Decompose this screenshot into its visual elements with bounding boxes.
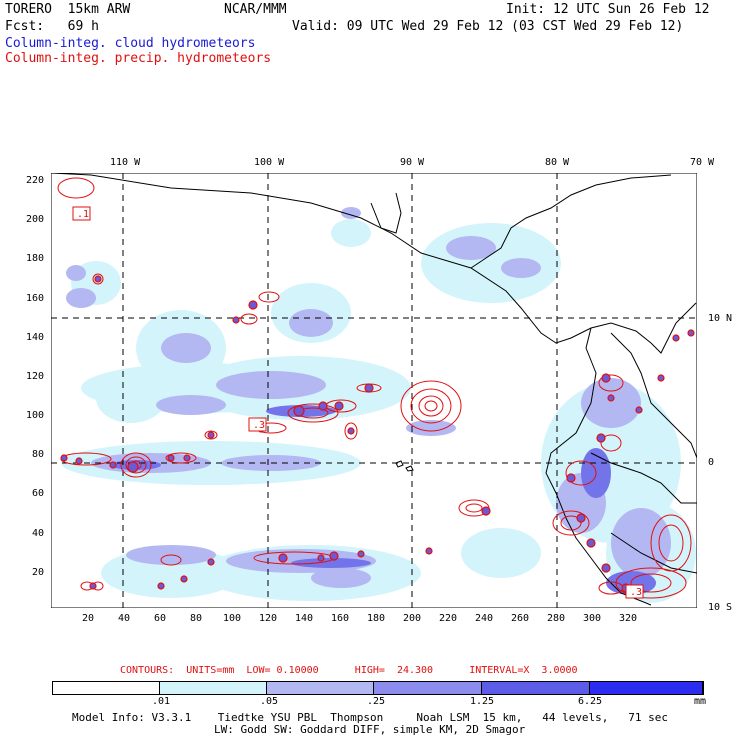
legend-cloud: Column-integ. cloud hydrometeors xyxy=(5,36,256,51)
lat-label: 10 S xyxy=(708,602,733,613)
x-tick-label: 40 xyxy=(118,613,131,624)
contour-label-boxes xyxy=(72,206,644,599)
y-tick-label: 20 xyxy=(32,567,45,578)
precip-cores xyxy=(60,275,695,593)
org-label: NCAR/MMM xyxy=(224,2,287,17)
y-tick-label: 160 xyxy=(26,293,45,304)
colorbar-segment xyxy=(267,682,375,694)
model-info: Model Info: V3.3.1 Tiedtke YSU PBL Thomp… xyxy=(72,711,669,724)
contour-label: .3 xyxy=(253,420,265,431)
lon-label: 70 W xyxy=(690,157,715,168)
valid-time: Valid: 09 UTC Wed 29 Feb 12 (03 CST Wed … xyxy=(292,19,684,34)
lat-label: 10 N xyxy=(708,313,733,324)
x-tick-label: 80 xyxy=(190,613,203,624)
y-tick-label: 180 xyxy=(26,253,45,264)
forecast-map: .1 .3 .3 xyxy=(51,173,697,608)
x-tick-label: 60 xyxy=(154,613,167,624)
x-tick-label: 240 xyxy=(475,613,494,624)
legend-precip: Column-integ. precip. hydrometeors xyxy=(5,51,272,66)
physics-info: LW: Godd SW: Goddard DIFF, simple KM, 2D… xyxy=(214,723,526,736)
x-tick-label: 260 xyxy=(511,613,530,624)
y-tick-label: 220 xyxy=(26,175,45,186)
y-tick-label: 200 xyxy=(26,214,45,225)
x-tick-label: 220 xyxy=(439,613,458,624)
colorbar-label: .01 xyxy=(152,696,171,707)
x-tick-label: 140 xyxy=(295,613,314,624)
y-tick-label: 80 xyxy=(32,449,45,460)
lat-label: 0 xyxy=(708,457,715,468)
forecast-hour: Fcst: 69 h xyxy=(5,19,99,34)
lon-label: 80 W xyxy=(545,157,570,168)
graticule xyxy=(51,173,697,608)
colorbar-unit: mm xyxy=(694,696,707,707)
init-time: Init: 12 UTC Sun 26 Feb 12 xyxy=(506,2,710,17)
x-tick-label: 180 xyxy=(367,613,386,624)
colorbar xyxy=(52,681,704,695)
precip-contours xyxy=(57,177,692,599)
contour-label: .1 xyxy=(77,209,89,220)
x-tick-label: 320 xyxy=(619,613,638,624)
colorbar-segment xyxy=(160,682,268,694)
colorbar-segment xyxy=(482,682,591,694)
contours-info: CONTOURS: UNITS=mm LOW= 0.10000 HIGH= 24… xyxy=(120,665,578,676)
colorbar-label: 6.25 xyxy=(578,696,603,707)
y-tick-label: 100 xyxy=(26,410,45,421)
cloud-shading-light xyxy=(61,219,696,603)
y-tick-label: 40 xyxy=(32,528,45,539)
contour-label: .3 xyxy=(630,587,642,598)
x-tick-label: 280 xyxy=(547,613,566,624)
x-tick-label: 300 xyxy=(583,613,602,624)
y-tick-label: 120 xyxy=(26,371,45,382)
coastlines xyxy=(51,173,697,606)
y-tick-label: 60 xyxy=(32,488,45,499)
colorbar-segment xyxy=(374,682,483,694)
colorbar-label: .25 xyxy=(367,696,386,707)
colorbar-segment xyxy=(53,682,161,694)
x-tick-label: 120 xyxy=(259,613,278,624)
x-tick-label: 200 xyxy=(403,613,422,624)
lon-label: 110 W xyxy=(110,157,141,168)
x-tick-label: 100 xyxy=(223,613,242,624)
colorbar-segment xyxy=(590,682,703,694)
x-tick-label: 20 xyxy=(82,613,95,624)
lon-label: 90 W xyxy=(400,157,425,168)
model-title: TORERO 15km ARW xyxy=(5,2,131,17)
x-tick-label: 160 xyxy=(331,613,350,624)
y-tick-label: 140 xyxy=(26,332,45,343)
colorbar-label: 1.25 xyxy=(470,696,495,707)
lon-label: 100 W xyxy=(254,157,285,168)
colorbar-label: .05 xyxy=(260,696,279,707)
